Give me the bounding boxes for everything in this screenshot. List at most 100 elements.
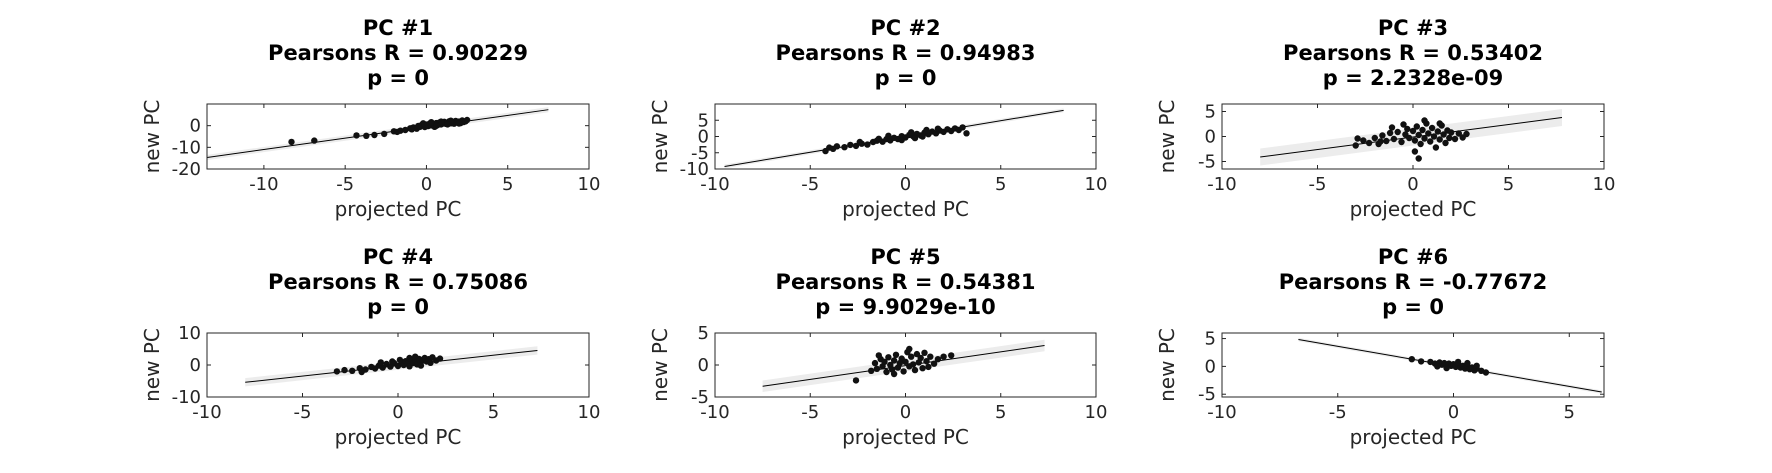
chart-title-line: PC #5 (870, 245, 940, 269)
y-tick-label: -5 (691, 143, 709, 164)
data-point (871, 359, 879, 367)
data-point (873, 365, 881, 372)
y-tick-label: 10 (178, 323, 201, 344)
y-tick-label: 0 (698, 355, 709, 376)
data-point (1404, 125, 1411, 133)
y-axis-label: new PC (648, 328, 672, 402)
scatter-points (822, 124, 970, 155)
data-point (1417, 358, 1425, 365)
data-point (1411, 137, 1419, 144)
data-point (919, 133, 926, 140)
data-point (1427, 138, 1434, 145)
data-point (1482, 369, 1490, 376)
x-axis-label: projected PC (335, 425, 462, 449)
data-point (420, 120, 427, 127)
chart-title-line: PC #4 (363, 245, 433, 269)
x-tick-label: -10 (1207, 402, 1236, 423)
y-tick-label: -20 (172, 159, 201, 180)
data-point (1421, 117, 1428, 124)
scatter-points (1352, 117, 1470, 162)
data-point (902, 358, 909, 365)
data-point (444, 121, 451, 128)
data-point (437, 118, 445, 125)
x-tick-label: -5 (336, 174, 354, 195)
chart-title-line: Pearsons R = 0.54381 (776, 270, 1036, 294)
data-point (890, 357, 898, 364)
x-tick-label: 10 (1085, 174, 1108, 195)
data-point (1386, 129, 1394, 137)
y-tick-label: 0 (190, 355, 201, 376)
axes-box (206, 103, 590, 170)
data-point (847, 141, 854, 149)
x-tick-label: 0 (1448, 402, 1459, 423)
x-tick-label: 0 (900, 174, 911, 195)
data-point (288, 138, 295, 146)
y-axis-label: new PC (140, 328, 164, 402)
chart-title-line: Pearsons R = 0.94983 (776, 41, 1036, 65)
data-point (1383, 137, 1390, 145)
data-point (911, 134, 919, 142)
chart-title-line: p = 0 (367, 295, 429, 319)
y-axis-label: new PC (648, 100, 672, 174)
data-point (1428, 124, 1436, 132)
y-tick-label: 0 (1205, 356, 1216, 377)
data-point (948, 352, 955, 359)
data-point (406, 354, 413, 362)
data-point (1388, 124, 1396, 131)
data-point (1436, 136, 1443, 143)
scatter-points (1408, 356, 1490, 376)
data-point (1413, 123, 1421, 130)
data-point (1421, 135, 1428, 142)
data-point (402, 126, 409, 134)
data-point (911, 366, 919, 374)
data-point (412, 353, 419, 360)
y-tick-label: 5 (698, 110, 709, 131)
x-tick-label: 0 (421, 174, 432, 195)
data-point (377, 359, 384, 366)
data-point (881, 358, 888, 365)
x-tick-label: -5 (1309, 174, 1327, 195)
fit-line (762, 345, 1045, 387)
x-axis-label: projected PC (842, 197, 969, 221)
data-point (908, 353, 915, 360)
chart-title-line: Pearsons R = -0.77672 (1279, 270, 1548, 294)
data-point (852, 377, 860, 384)
scatter-points (852, 345, 955, 384)
x-tick-label: 5 (995, 174, 1006, 195)
y-tick-label: -5 (691, 387, 709, 408)
data-point (1425, 130, 1432, 137)
data-point (908, 129, 915, 136)
chart-title-line: Pearsons R = 0.90229 (268, 41, 528, 65)
data-point (1432, 144, 1440, 151)
x-tick-label: -10 (1207, 174, 1236, 195)
data-point (428, 119, 435, 126)
data-point (353, 132, 360, 139)
data-point (371, 131, 378, 139)
data-point (921, 349, 928, 356)
y-tick-label: 5 (698, 323, 709, 344)
data-point (1406, 134, 1413, 142)
chart-title-line: Pearsons R = 0.75086 (268, 270, 528, 294)
data-point (1448, 129, 1455, 136)
chart-title-line: PC #2 (870, 16, 940, 40)
y-tick-label: -5 (1198, 152, 1216, 173)
data-point (1430, 133, 1438, 140)
x-tick-label: -5 (294, 402, 312, 423)
data-point (1455, 130, 1463, 137)
y-tick-label: -10 (172, 387, 201, 408)
data-point (408, 126, 415, 133)
data-point (396, 356, 404, 364)
data-point (1443, 364, 1450, 372)
y-axis-label: new PC (140, 100, 164, 174)
data-point (1398, 138, 1405, 146)
data-point (909, 361, 917, 368)
data-point (930, 360, 938, 367)
data-point (1411, 148, 1419, 155)
data-point (463, 116, 471, 124)
data-point (1408, 356, 1416, 363)
data-point (898, 136, 905, 144)
data-point (900, 368, 907, 375)
x-tick-label: 10 (578, 402, 601, 423)
